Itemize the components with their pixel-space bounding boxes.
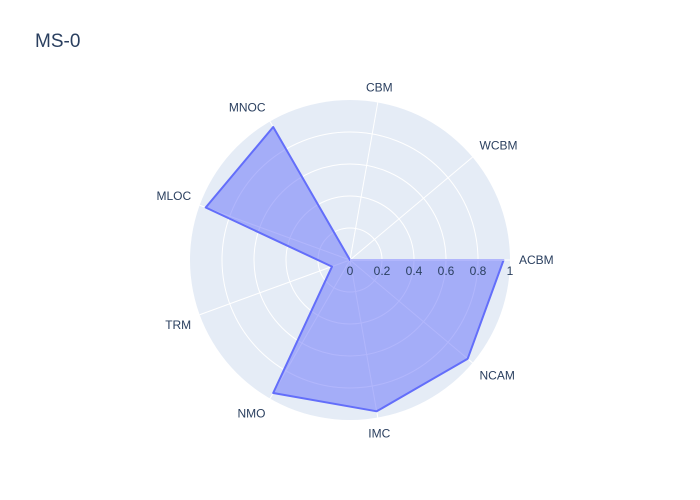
angular-labels: ACBM WCBM CBM MNOC MLOC TRM NMO IMC NCAM xyxy=(157,81,554,441)
radial-tick-label: 1 xyxy=(507,264,514,278)
angular-label-nmo: NMO xyxy=(238,406,266,420)
radial-tick-label: 0.6 xyxy=(438,264,455,278)
radial-tick-label: 0.4 xyxy=(406,264,423,278)
series-area xyxy=(204,126,505,413)
angular-label-trm: TRM xyxy=(165,318,191,332)
radial-tick-labels: 0 0.2 0.4 0.6 0.8 1 xyxy=(347,264,514,278)
radial-tick-label: 0 xyxy=(347,264,354,278)
angular-label-acbm: ACBM xyxy=(519,253,554,267)
angular-label-wcbm: WCBM xyxy=(480,138,518,152)
radial-tick-label: 0.2 xyxy=(374,264,391,278)
grid-spoke xyxy=(349,156,473,261)
angular-label-mnoc: MNOC xyxy=(229,101,266,115)
grid-spoke xyxy=(199,259,351,316)
grid-spoke xyxy=(349,102,379,261)
angular-label-ncam: NCAM xyxy=(480,369,515,383)
angular-label-mloc: MLOC xyxy=(157,189,192,203)
angular-label-cbm: CBM xyxy=(366,81,393,95)
angular-label-imc: IMC xyxy=(368,426,390,440)
radial-tick-label: 0.8 xyxy=(470,264,487,278)
chart-title: MS-0 xyxy=(35,31,81,52)
